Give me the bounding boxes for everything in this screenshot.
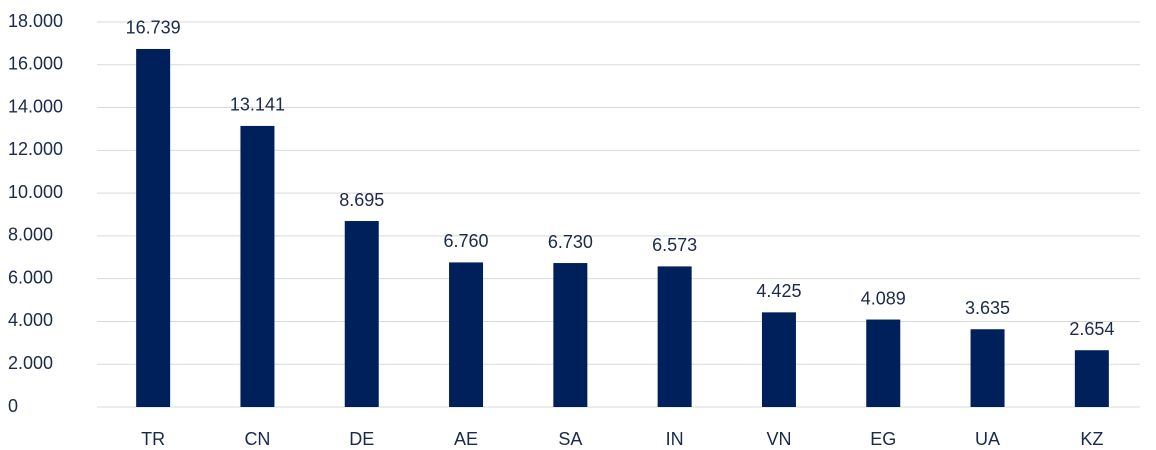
data-label: 13.141 bbox=[230, 95, 285, 115]
bar bbox=[240, 125, 275, 407]
bar bbox=[866, 319, 901, 407]
y-tick-label: 4.000 bbox=[8, 310, 53, 330]
x-tick-label: IN bbox=[666, 429, 684, 449]
y-tick-label: 16.000 bbox=[8, 54, 63, 74]
x-tick-label: SA bbox=[558, 429, 582, 449]
data-label: 16.739 bbox=[126, 18, 181, 38]
data-label: 6.730 bbox=[548, 232, 593, 252]
bar bbox=[657, 266, 692, 407]
x-tick-label: EG bbox=[870, 429, 896, 449]
x-tick-label: UA bbox=[975, 429, 1000, 449]
bar bbox=[449, 262, 484, 407]
y-tick-label: 18.000 bbox=[8, 11, 63, 31]
y-tick-label: 2.000 bbox=[8, 353, 53, 373]
y-tick-label: 8.000 bbox=[8, 225, 53, 245]
x-tick-label: CN bbox=[244, 429, 270, 449]
x-tick-label: KZ bbox=[1080, 429, 1103, 449]
data-label: 8.695 bbox=[339, 190, 384, 210]
bar bbox=[761, 312, 796, 407]
data-label: 3.635 bbox=[965, 298, 1010, 318]
y-tick-label: 12.000 bbox=[8, 139, 63, 159]
data-label: 6.760 bbox=[444, 231, 489, 251]
data-label: 4.089 bbox=[861, 288, 906, 308]
bar bbox=[970, 329, 1005, 407]
bar bbox=[1074, 350, 1109, 407]
bar bbox=[136, 48, 171, 408]
x-tick-label: VN bbox=[766, 429, 791, 449]
x-tick-label: TR bbox=[141, 429, 165, 449]
x-tick-label: DE bbox=[349, 429, 374, 449]
y-tick-label: 0 bbox=[8, 396, 18, 416]
y-tick-label: 6.000 bbox=[8, 267, 53, 287]
data-label: 2.654 bbox=[1069, 319, 1114, 339]
x-tick-label: AE bbox=[454, 429, 478, 449]
data-label: 4.425 bbox=[756, 281, 801, 301]
y-tick-label: 14.000 bbox=[8, 96, 63, 116]
bar bbox=[553, 263, 588, 407]
bar bbox=[344, 221, 379, 407]
y-tick-label: 10.000 bbox=[8, 182, 63, 202]
data-label: 6.573 bbox=[652, 235, 697, 255]
